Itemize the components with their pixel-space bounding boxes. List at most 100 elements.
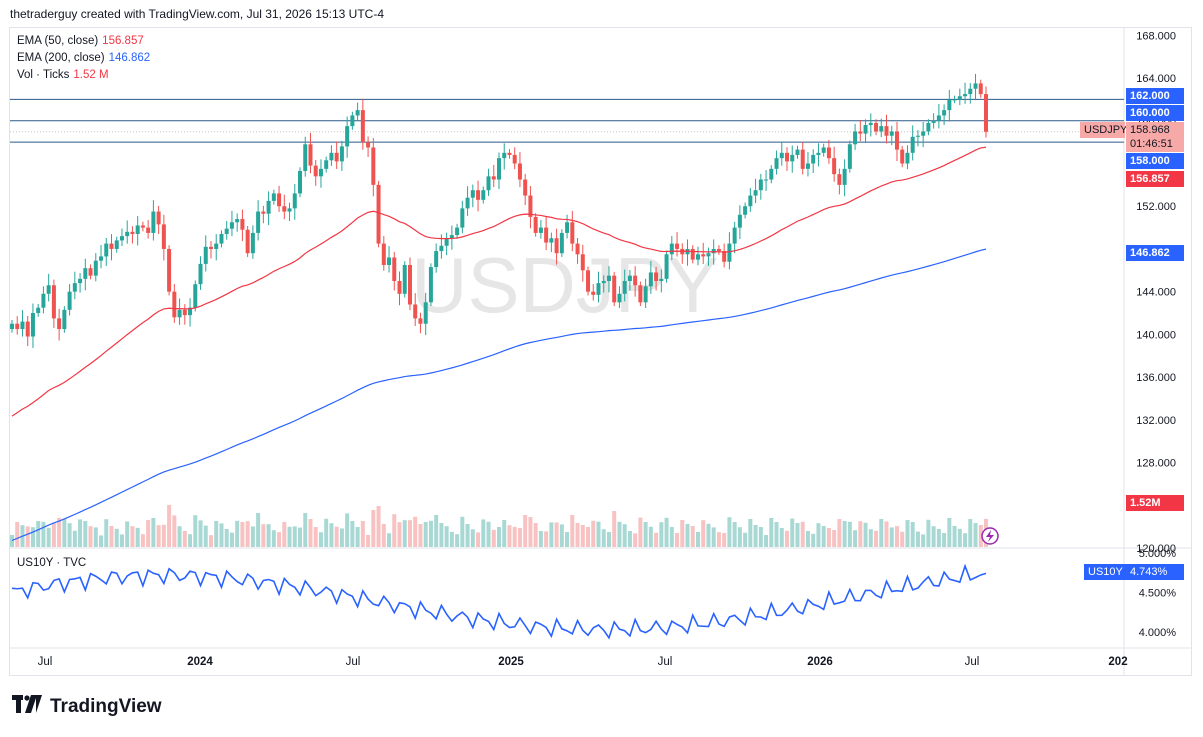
candle-body: [135, 225, 140, 234]
legend-us10y[interactable]: US10Y · TVC: [17, 557, 86, 569]
volume-bar: [517, 528, 522, 547]
candle-body: [805, 163, 810, 169]
volume-bar: [706, 523, 711, 547]
candle-body: [413, 304, 418, 319]
legend-ema200[interactable]: EMA (200, close) 146.862: [17, 52, 150, 64]
volume-bar: [905, 520, 910, 547]
candle-body: [826, 147, 831, 159]
volume-bar: [277, 532, 282, 547]
volume-bar: [617, 521, 622, 547]
candle-body: [20, 321, 25, 330]
volume-bar: [151, 518, 156, 547]
time-tick-label: 2024: [187, 656, 213, 668]
volume-bar: [601, 529, 606, 547]
legend-vol[interactable]: Vol · Ticks 1.52 M: [17, 69, 109, 81]
candle-body: [161, 224, 166, 249]
volume-bar: [282, 522, 287, 547]
volume-bar: [313, 527, 318, 547]
price-tick-label: 132.000: [1136, 415, 1176, 427]
volume-bar: [942, 533, 947, 547]
price-tick-label: 140.000: [1136, 329, 1176, 341]
candle-body: [177, 309, 182, 318]
candle-body: [894, 131, 899, 150]
chart-header: thetraderguy created with TradingView.co…: [10, 7, 384, 21]
price-tick-label: 136.000: [1136, 372, 1176, 384]
volume-bar: [695, 532, 700, 547]
candle-body: [874, 122, 879, 132]
time-tick-label: 2026: [807, 656, 833, 668]
time-tick-label: Jul: [965, 656, 980, 668]
candle-body: [146, 227, 151, 233]
volume-bar: [963, 533, 968, 547]
volume-value-label: 1.52M: [1126, 495, 1184, 511]
candle-body: [387, 257, 392, 265]
candle-body: [470, 190, 475, 198]
candle-body: [99, 256, 104, 261]
candle-body: [460, 208, 465, 228]
volume-bar: [339, 528, 344, 547]
countdown-label: 01:46:51: [1126, 136, 1184, 152]
candle-body: [900, 149, 905, 164]
volume-bar: [491, 529, 496, 547]
volume-bar: [161, 524, 166, 547]
tradingview-brand[interactable]: TradingView: [12, 695, 162, 719]
candle-body: [476, 190, 481, 200]
candle-body: [926, 122, 931, 132]
price-tick-label: 152.000: [1136, 201, 1176, 213]
volume-bar: [256, 513, 261, 547]
volume-bar: [397, 522, 402, 547]
volume-bar: [360, 521, 365, 547]
volume-bar: [785, 530, 790, 547]
price-label-158: 158.000: [1126, 153, 1184, 169]
volume-bar: [821, 526, 826, 547]
volume-bar: [664, 517, 669, 547]
candle-body: [580, 254, 585, 271]
candle-body: [591, 291, 596, 295]
volume-bar: [559, 524, 564, 547]
candle-body: [93, 260, 98, 276]
volume-bar: [381, 524, 386, 547]
volume-bar: [140, 534, 145, 547]
legend-ema200-value: 146.862: [108, 52, 151, 64]
volume-bar: [402, 520, 407, 547]
candle-body: [182, 309, 187, 316]
volume-bar: [292, 526, 297, 547]
candle-body: [978, 83, 983, 95]
price-tick-label: 120.000: [1136, 543, 1176, 555]
candle-body: [669, 243, 674, 255]
candle-body: [764, 179, 769, 181]
volume-bar: [57, 518, 62, 547]
volume-bar: [591, 520, 596, 547]
volume-bar: [622, 524, 627, 547]
candle-body: [533, 216, 538, 233]
candle-body: [245, 229, 250, 254]
volume-bar: [78, 519, 83, 547]
volume-bar: [769, 518, 774, 547]
chart-frame[interactable]: [9, 27, 1192, 676]
volume-bar: [36, 521, 41, 547]
volume-bar: [727, 517, 732, 547]
candle-body: [748, 195, 753, 207]
time-tick-label: Jul: [346, 656, 361, 668]
volume-bar: [214, 521, 219, 547]
candle-body: [434, 251, 439, 268]
candle-body: [219, 233, 224, 244]
volume-bar: [329, 523, 334, 547]
tradingview-logo-icon: [12, 695, 42, 719]
candle-body: [250, 232, 255, 254]
candle-body: [868, 122, 873, 126]
volume-bar: [879, 519, 884, 547]
legend-ema50[interactable]: EMA (50, close) 156.857: [17, 35, 144, 47]
volume-bar: [957, 528, 962, 547]
candle-body: [308, 144, 313, 166]
us10y-tick-label: 5.000%: [1139, 548, 1177, 560]
volume-bar: [716, 532, 721, 547]
legend-ema200-label: EMA (200, close): [17, 52, 105, 64]
candle-body: [675, 243, 680, 249]
candle-body: [889, 131, 894, 136]
candle-body: [565, 222, 570, 233]
candle-body: [507, 152, 512, 155]
candle-body: [643, 286, 648, 303]
candle-body: [376, 184, 381, 244]
